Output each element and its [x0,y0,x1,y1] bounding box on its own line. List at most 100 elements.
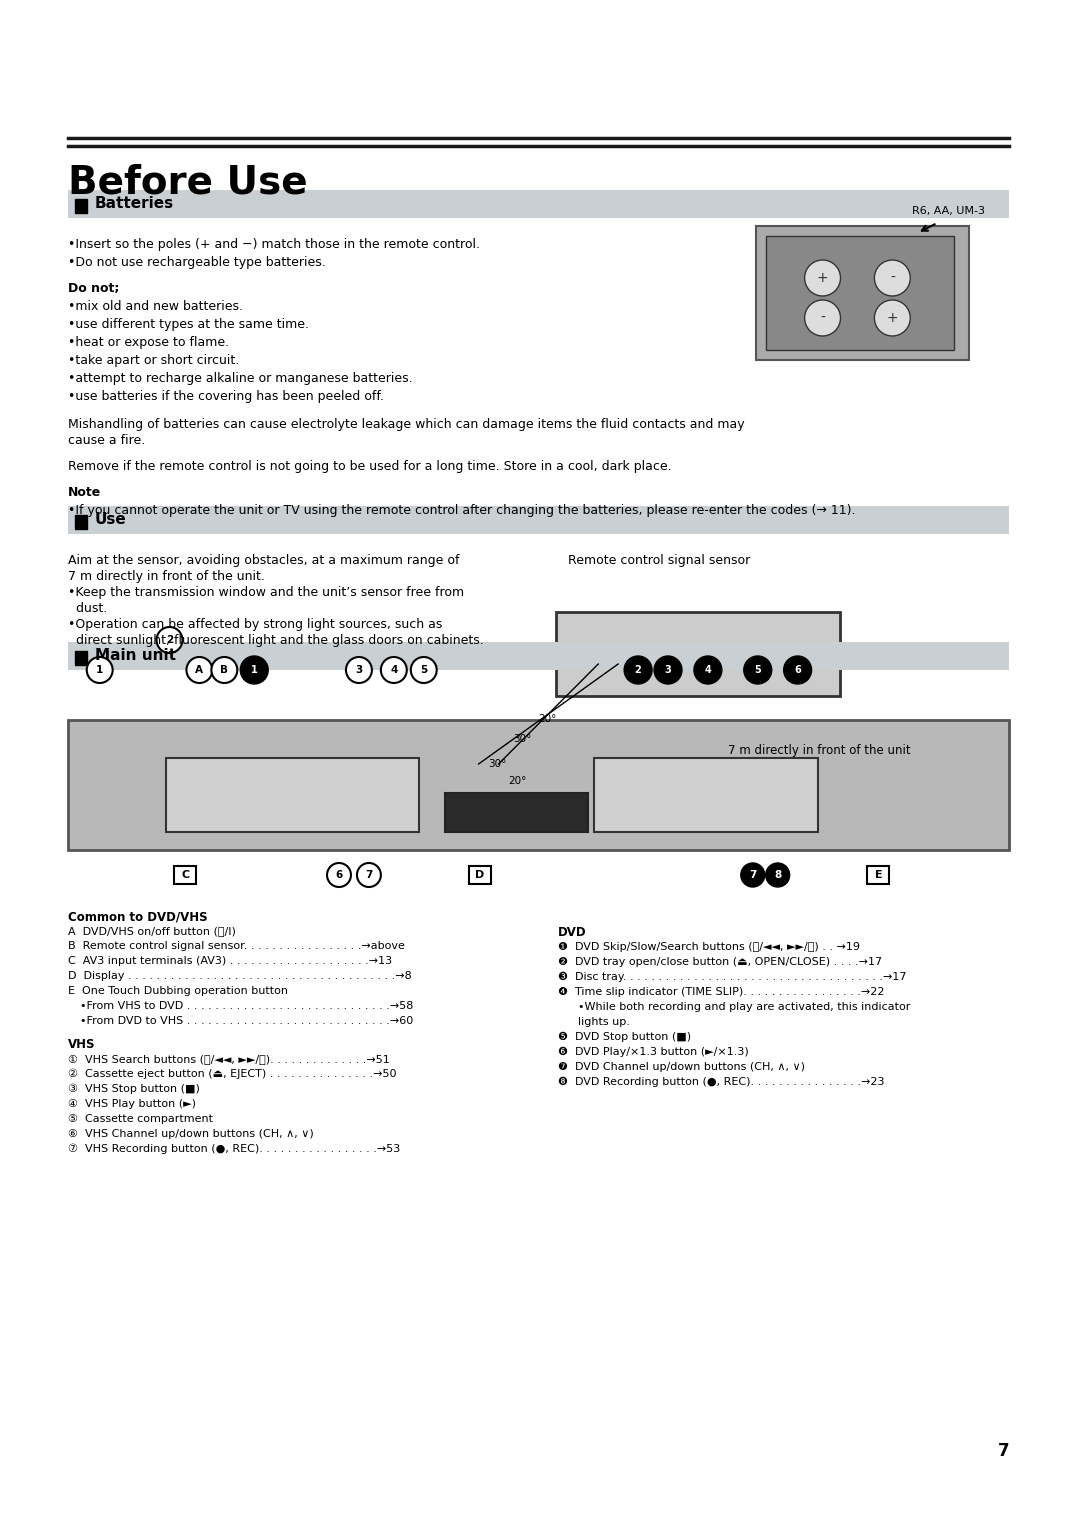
Text: •Insert so the poles (+ and −) match those in the remote control.: •Insert so the poles (+ and −) match tho… [68,238,480,251]
FancyBboxPatch shape [445,793,589,833]
Text: •Operation can be affected by strong light sources, such as: •Operation can be affected by strong lig… [68,617,442,631]
FancyBboxPatch shape [68,506,1009,533]
Circle shape [784,656,811,685]
Circle shape [805,260,840,296]
Circle shape [212,657,238,683]
Text: •If you cannot operate the unit or TV using the remote control after changing th: •If you cannot operate the unit or TV us… [68,504,855,516]
Circle shape [346,657,372,683]
Text: 3: 3 [664,665,672,675]
Circle shape [875,260,910,296]
Text: 2: 2 [166,636,173,645]
Text: 4: 4 [704,665,712,675]
Text: 4: 4 [390,665,397,675]
Text: •attempt to recharge alkaline or manganese batteries.: •attempt to recharge alkaline or mangane… [68,371,413,385]
FancyBboxPatch shape [766,235,954,350]
Circle shape [744,656,772,685]
Text: E: E [875,869,882,880]
Text: 7 m directly in front of the unit.: 7 m directly in front of the unit. [68,570,265,584]
Text: ⑥  VHS Channel up/down buttons (CH, ∧, ∨): ⑥ VHS Channel up/down buttons (CH, ∧, ∨) [68,1129,313,1138]
Text: 7: 7 [997,1442,1009,1459]
Text: •use different types at the same time.: •use different types at the same time. [68,318,309,332]
Text: lights up.: lights up. [578,1018,630,1027]
Text: direct sunlight, fluorescent light and the glass doors on cabinets.: direct sunlight, fluorescent light and t… [68,634,484,646]
Text: Note: Note [68,486,102,500]
Bar [75,651,86,665]
Bar [75,515,86,529]
Text: Batteries: Batteries [95,196,174,211]
Text: 6: 6 [336,869,342,880]
Text: C: C [181,869,189,880]
FancyBboxPatch shape [469,866,490,885]
Text: dust.: dust. [68,602,107,614]
Text: ❶  DVD Skip/Slow/Search buttons (⏮/◄◄, ►►/⏭) . . →19: ❶ DVD Skip/Slow/Search buttons (⏮/◄◄, ►►… [558,941,861,952]
Text: ❹  Time slip indicator (TIME SLIP). . . . . . . . . . . . . . . . .→22: ❹ Time slip indicator (TIME SLIP). . . .… [558,987,885,996]
Text: 30°: 30° [488,759,507,769]
Text: 7: 7 [750,869,756,880]
FancyBboxPatch shape [175,866,197,885]
Text: Main unit: Main unit [95,648,176,663]
Bar [75,199,86,212]
Text: 2: 2 [635,665,642,675]
Text: 5: 5 [420,665,428,675]
Circle shape [187,657,213,683]
Circle shape [240,656,268,685]
Text: 3: 3 [355,665,363,675]
Text: Before Use: Before Use [68,163,308,202]
Text: Do not;: Do not; [68,283,119,295]
Circle shape [741,863,765,886]
Text: VHS: VHS [68,1038,95,1051]
Circle shape [356,863,381,886]
Text: D: D [475,869,484,880]
Text: •From VHS to DVD . . . . . . . . . . . . . . . . . . . . . . . . . . . . .→58: •From VHS to DVD . . . . . . . . . . . .… [80,1001,414,1012]
Text: •mix old and new batteries.: •mix old and new batteries. [68,299,243,313]
Circle shape [654,656,681,685]
Text: Aim at the sensor, avoiding obstacles, at a maximum range of: Aim at the sensor, avoiding obstacles, a… [68,555,459,567]
Text: •heat or expose to flame.: •heat or expose to flame. [68,336,229,348]
FancyBboxPatch shape [867,866,889,885]
Text: •Do not use rechargeable type batteries.: •Do not use rechargeable type batteries. [68,257,325,269]
Text: ④  VHS Play button (►): ④ VHS Play button (►) [68,1099,195,1109]
Text: 1: 1 [251,665,258,675]
Text: ❺  DVD Stop button (■): ❺ DVD Stop button (■) [558,1031,691,1042]
Text: B  Remote control signal sensor. . . . . . . . . . . . . . . . .→above: B Remote control signal sensor. . . . . … [68,941,405,950]
Text: -: - [820,312,825,325]
Text: •take apart or short circuit.: •take apart or short circuit. [68,354,239,367]
Text: Remote control signal sensor: Remote control signal sensor [568,555,751,567]
Text: ❽  DVD Recording button (●, REC). . . . . . . . . . . . . . . .→23: ❽ DVD Recording button (●, REC). . . . .… [558,1077,885,1088]
FancyBboxPatch shape [556,613,839,695]
FancyBboxPatch shape [68,189,1009,219]
FancyBboxPatch shape [68,642,1009,669]
Text: +: + [816,270,828,286]
Text: R6, AA, UM-3: R6, AA, UM-3 [913,206,985,215]
Circle shape [327,863,351,886]
Text: cause a fire.: cause a fire. [68,434,145,448]
Text: Use: Use [95,512,126,527]
Circle shape [86,657,112,683]
Text: 20°: 20° [539,714,557,724]
Text: 7 m directly in front of the unit: 7 m directly in front of the unit [728,744,910,756]
Text: 7: 7 [365,869,373,880]
Text: •While both recording and play are activated, this indicator: •While both recording and play are activ… [578,1002,910,1012]
Text: ②  Cassette eject button (⏏, EJECT) . . . . . . . . . . . . . . .→50: ② Cassette eject button (⏏, EJECT) . . .… [68,1070,396,1079]
Text: -: - [890,270,895,286]
Circle shape [410,657,436,683]
Text: •use batteries if the covering has been peeled off.: •use batteries if the covering has been … [68,390,383,403]
Circle shape [875,299,910,336]
Text: A  DVD/VHS on/off button (⏻/I): A DVD/VHS on/off button (⏻/I) [68,926,235,937]
Text: ❸  Disc tray. . . . . . . . . . . . . . . . . . . . . . . . . . . . . . . . . . : ❸ Disc tray. . . . . . . . . . . . . . .… [558,972,907,983]
Text: Common to DVD/VHS: Common to DVD/VHS [68,911,207,923]
Circle shape [805,299,840,336]
Text: •From DVD to VHS . . . . . . . . . . . . . . . . . . . . . . . . . . . . .→60: •From DVD to VHS . . . . . . . . . . . .… [80,1016,413,1025]
Text: 6: 6 [794,665,801,675]
Text: ①  VHS Search buttons (⏮/◄◄, ►►/⏭). . . . . . . . . . . . . .→51: ① VHS Search buttons (⏮/◄◄, ►►/⏭). . . .… [68,1054,390,1063]
Text: ❷  DVD tray open/close button (⏏, OPEN/CLOSE) . . . .→17: ❷ DVD tray open/close button (⏏, OPEN/CL… [558,957,882,967]
Text: E  One Touch Dubbing operation button: E One Touch Dubbing operation button [68,986,287,996]
Text: ❻  DVD Play/×1.3 button (►/×1.3): ❻ DVD Play/×1.3 button (►/×1.3) [558,1047,750,1057]
Circle shape [157,626,183,652]
Text: ⑤  Cassette compartment: ⑤ Cassette compartment [68,1114,213,1125]
Text: ③  VHS Stop button (■): ③ VHS Stop button (■) [68,1083,200,1094]
Text: +: + [887,312,899,325]
Text: 8: 8 [774,869,781,880]
FancyBboxPatch shape [594,758,818,833]
FancyBboxPatch shape [165,758,419,833]
